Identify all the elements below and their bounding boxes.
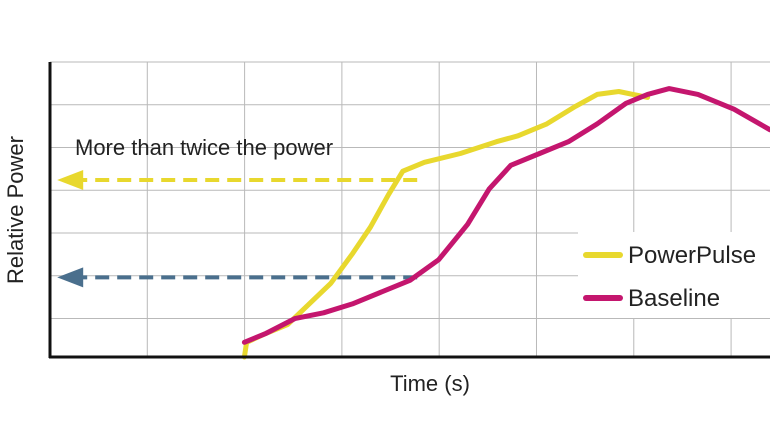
legend-label-powerpulse: PowerPulse — [628, 242, 756, 269]
series-line-baseline — [241, 86, 770, 345]
legend-background — [578, 232, 770, 318]
legend-label-baseline: Baseline — [628, 285, 720, 312]
x-axis-title: Time (s) — [390, 371, 470, 396]
annotation-arrowhead-1 — [57, 267, 84, 288]
series-lines — [241, 86, 770, 360]
annotation-arrows — [57, 170, 418, 288]
axes — [48, 62, 770, 359]
y-axis-title: Relative Power — [3, 136, 28, 284]
annotation-text: More than twice the power — [75, 135, 333, 160]
legend: PowerPulse Baseline — [578, 232, 770, 318]
annotation-arrowhead-0 — [57, 170, 84, 190]
